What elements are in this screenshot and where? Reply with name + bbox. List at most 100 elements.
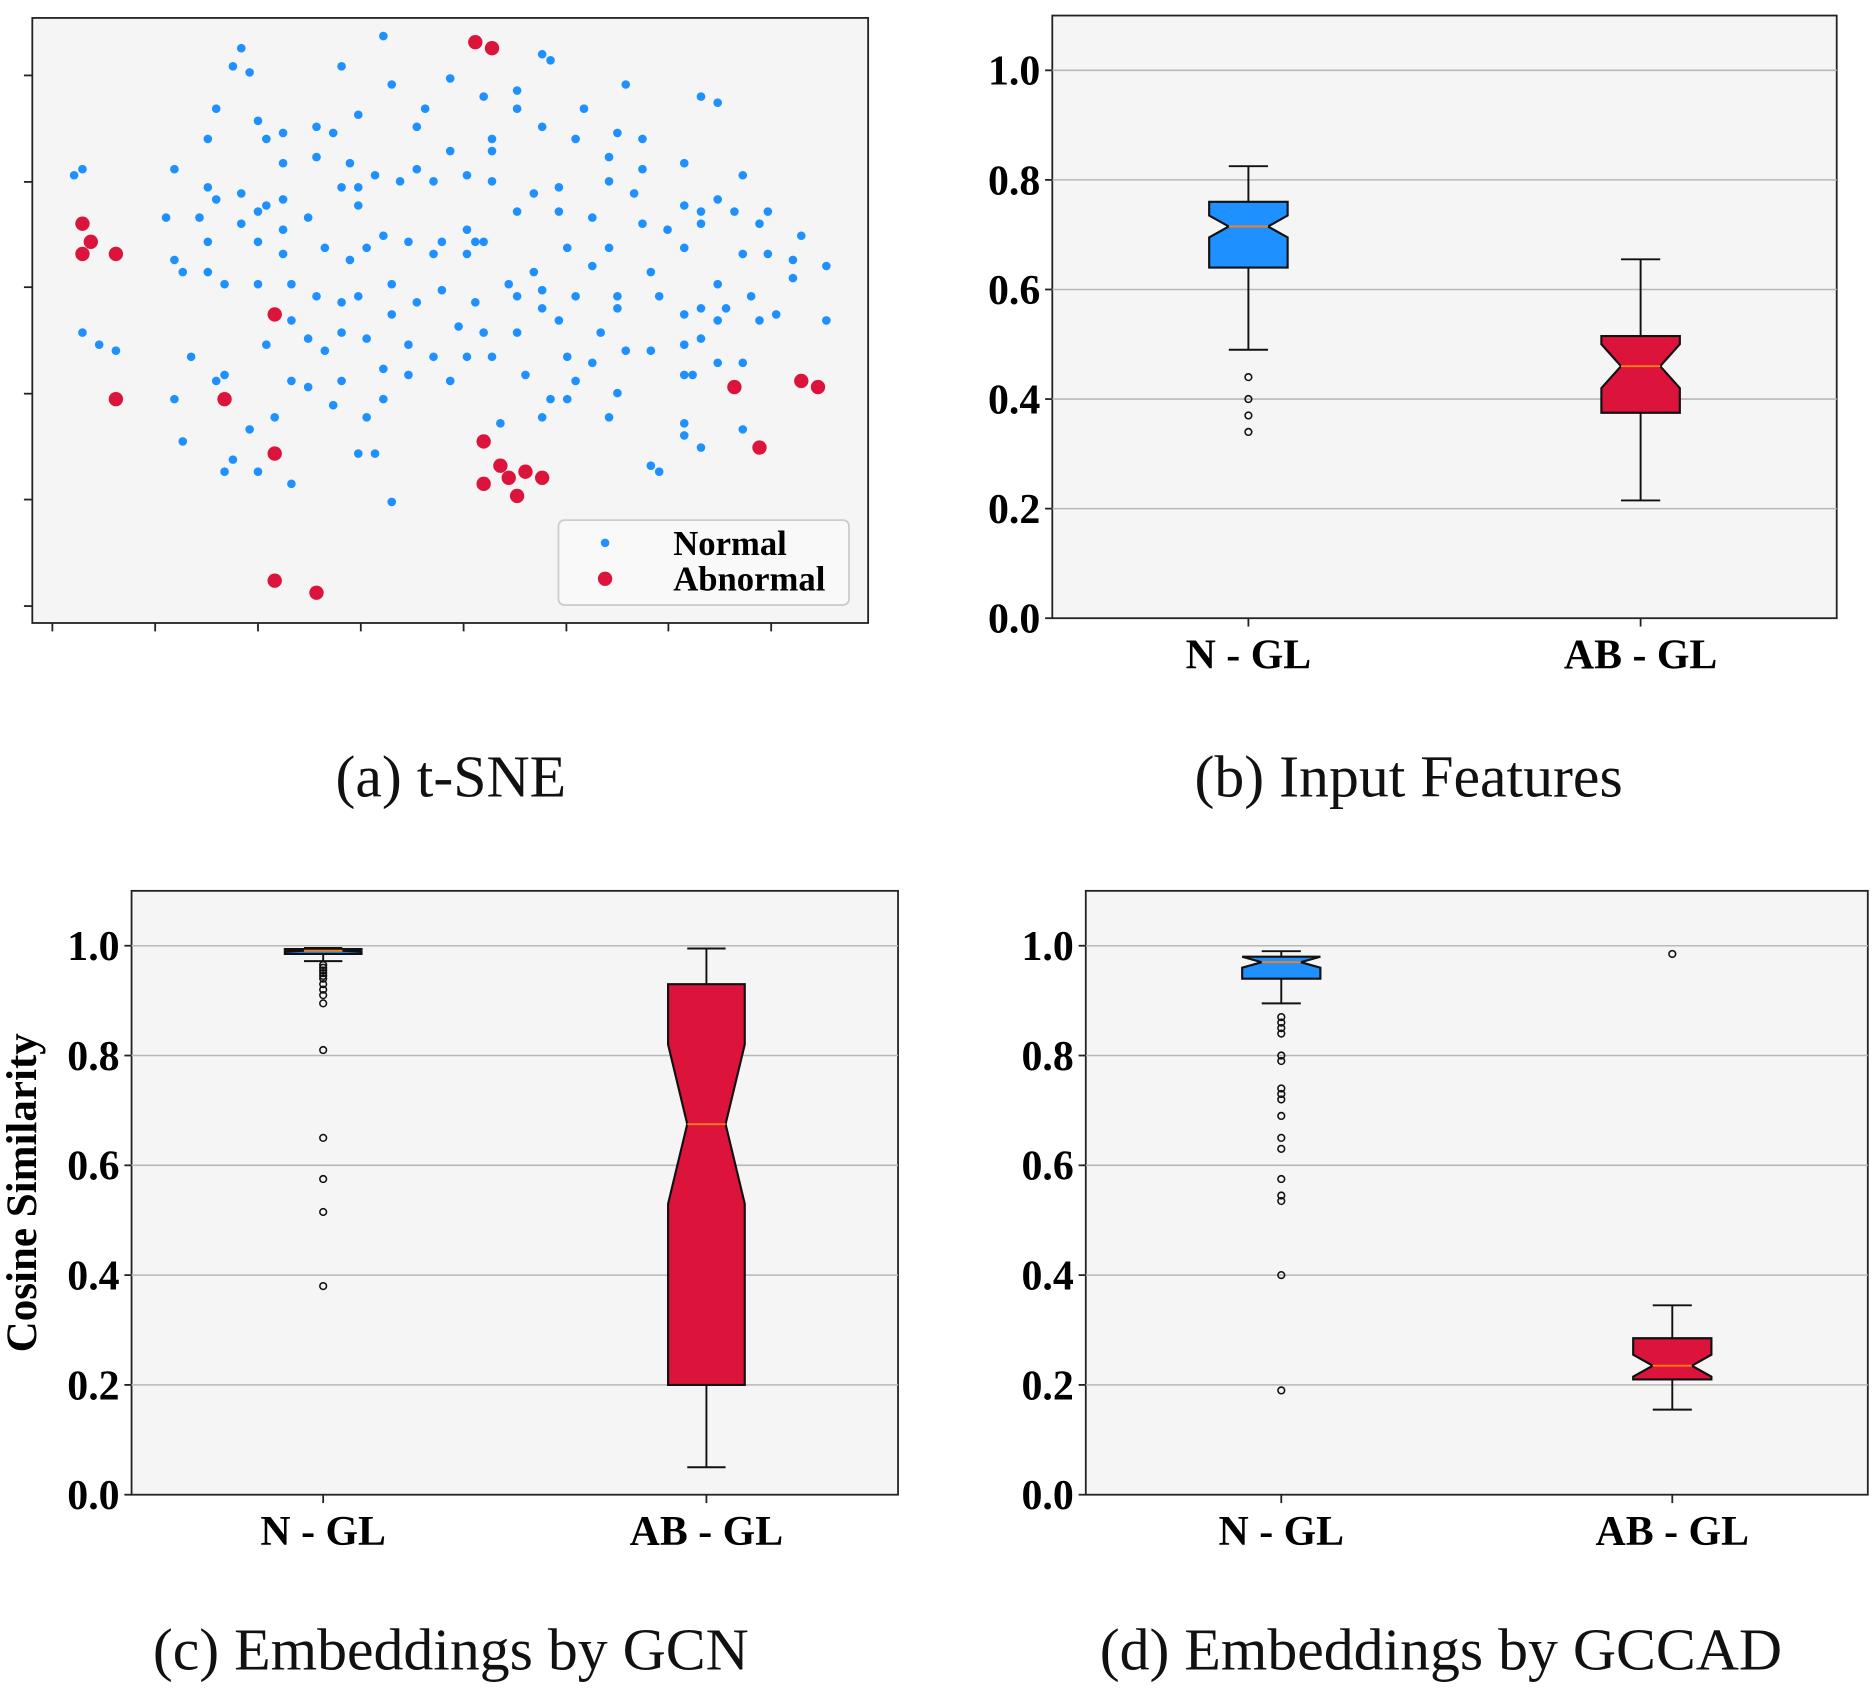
normal-point [387, 310, 397, 319]
normal-point [178, 437, 188, 446]
normal-point [236, 43, 246, 53]
normal-point [696, 92, 706, 101]
normal-point [445, 146, 455, 156]
normal-point [278, 128, 288, 138]
normal-point [546, 55, 555, 65]
abnormal-point [476, 476, 491, 492]
normal-point [746, 291, 756, 301]
normal-point [353, 291, 363, 301]
normal-point [546, 394, 555, 404]
normal-point [379, 31, 388, 41]
normal-point [604, 176, 614, 186]
abnormal-point [217, 391, 232, 407]
y-tick-label: 1.0 [988, 49, 1040, 95]
normal-point [822, 316, 831, 325]
plot-area [1084, 889, 1869, 1496]
normal-point [412, 298, 422, 307]
outlier-point [319, 999, 328, 1008]
normal-point [479, 92, 488, 101]
normal-point [454, 322, 463, 331]
normal-point [596, 328, 605, 337]
normal-point [613, 291, 622, 301]
normal-point [529, 267, 539, 277]
normal-point [228, 455, 238, 464]
normal-point [537, 49, 547, 59]
normal-point [796, 231, 806, 241]
outlier-point [319, 974, 328, 983]
legend-marker-abnormal [597, 571, 613, 586]
normal-point [537, 285, 547, 295]
normal-point [679, 310, 689, 319]
abnormal-point [108, 246, 124, 262]
outlier-point [319, 963, 328, 972]
box-normal [1241, 955, 1322, 980]
normal-point [604, 412, 614, 422]
y-tick-label: 0.6 [67, 1144, 119, 1190]
normal-point [562, 243, 572, 253]
normal-point [220, 467, 229, 477]
normal-point [345, 158, 355, 168]
normal-point [178, 267, 188, 277]
normal-point [278, 249, 288, 259]
outlier-point [319, 1133, 328, 1142]
outlier-point [1277, 1029, 1286, 1038]
x-tick-label: N - GL [1219, 1509, 1345, 1555]
normal-point [788, 273, 798, 283]
normal-point [621, 346, 631, 356]
normal-point [738, 249, 748, 259]
normal-point [445, 74, 455, 83]
y-tick-label: 0.8 [988, 158, 1040, 204]
abnormal-point [484, 41, 500, 56]
box-abnormal [1632, 1337, 1713, 1381]
outlier-point [319, 985, 328, 994]
normal-point [470, 298, 480, 307]
normal-point [562, 352, 572, 362]
abnormal-point [493, 458, 508, 473]
normal-point [429, 352, 438, 362]
normal-point [262, 134, 271, 144]
normal-point [186, 352, 196, 362]
normal-point [412, 122, 422, 132]
normal-point [822, 261, 831, 271]
normal-point [462, 352, 472, 362]
normal-point [395, 176, 405, 186]
normal-point [512, 291, 522, 301]
outlier-point [1277, 1133, 1286, 1142]
normal-point [253, 207, 263, 216]
normal-point [429, 176, 438, 186]
normal-point [337, 298, 346, 307]
normal-point [111, 346, 121, 356]
normal-point [679, 158, 689, 168]
normal-point [345, 255, 355, 265]
outlier-point [1277, 1056, 1286, 1066]
outlier-point [1244, 411, 1253, 420]
normal-point [613, 388, 622, 398]
y-tick-label: 0.2 [988, 487, 1040, 533]
normal-point [211, 195, 221, 204]
normal-point [379, 231, 388, 241]
normal-point [462, 170, 472, 180]
normal-point [604, 243, 614, 253]
normal-point [287, 479, 296, 489]
outlier-point [1244, 394, 1253, 404]
normal-point [170, 394, 179, 404]
outlier-point [319, 960, 328, 970]
outlier-point [1277, 1196, 1286, 1206]
normal-point [479, 328, 488, 337]
normal-point [287, 279, 296, 289]
normal-point [713, 98, 723, 107]
normal-point [713, 279, 723, 289]
boxplot-panel-b: 0.0 0.2 0.4 0.6 0.8 1.0 N - GL AB - GL [988, 14, 1838, 678]
normal-point [337, 328, 346, 337]
normal-point [613, 128, 622, 138]
normal-point [763, 249, 773, 259]
normal-point [170, 255, 179, 265]
outlier-point [1277, 1089, 1286, 1099]
normal-point [688, 370, 697, 380]
normal-point [487, 352, 497, 362]
abnormal-point [518, 464, 533, 479]
normal-point [262, 201, 271, 210]
box-abnormal [667, 983, 746, 1386]
outlier-point [1277, 1270, 1286, 1280]
normal-point [646, 346, 656, 356]
